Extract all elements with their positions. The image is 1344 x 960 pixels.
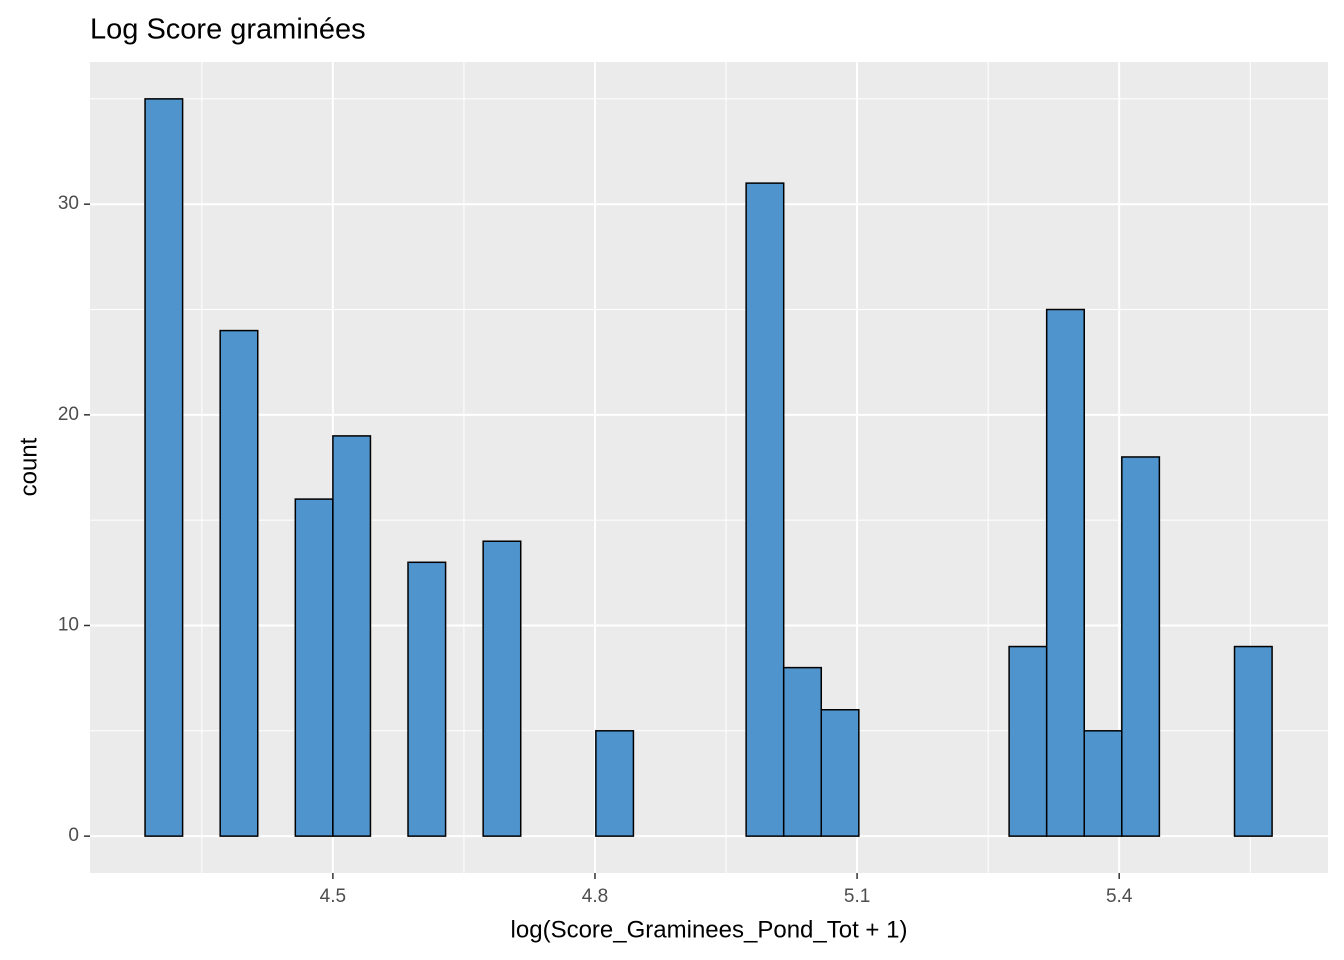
bar (407, 561, 447, 837)
x-tick-label: 4.8 (582, 886, 608, 907)
bar (782, 666, 823, 837)
y-tick-label: 0 (68, 825, 79, 846)
bar (1121, 456, 1161, 837)
y-tick-label: 30 (58, 193, 79, 214)
bar (745, 182, 785, 837)
bar (1083, 730, 1123, 837)
bar (1233, 645, 1273, 837)
bar (332, 435, 372, 837)
labels: 4.5 4.8 5.1 5.4 0 10 20 30 (58, 193, 1133, 907)
y-tick-label: 10 (58, 615, 79, 636)
bar (595, 730, 635, 837)
chart-title: Log Score graminées (90, 14, 366, 46)
bars (144, 98, 1273, 837)
bar (294, 498, 334, 837)
bar (1045, 308, 1085, 837)
x-tick-label: 5.4 (1106, 886, 1133, 907)
x-tick-label: 5.1 (844, 886, 870, 907)
bar (820, 708, 860, 837)
bar (482, 540, 522, 837)
bar (1008, 645, 1048, 837)
x-tick-label: 4.5 (320, 886, 346, 907)
x-axis-title: log(Score_Graminees_Pond_Tot + 1) (511, 916, 908, 943)
bar (219, 329, 259, 837)
y-axis-title: count (15, 437, 42, 496)
y-tick-label: 20 (58, 404, 79, 425)
bar (144, 98, 184, 837)
